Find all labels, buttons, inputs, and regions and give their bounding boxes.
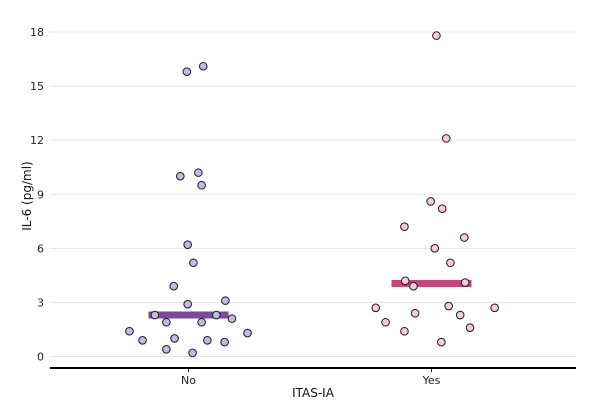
y-tick-label: 15 [30,80,44,93]
data-point [197,180,206,190]
data-point [162,317,171,327]
data-point [465,323,475,332]
y-tick-label: 12 [30,134,44,147]
x-axis-title: ITAS-IA [292,386,335,400]
data-point [444,301,454,311]
data-point [227,314,237,323]
x-axis-ticks: No Yes [181,368,441,387]
data-point [432,31,441,40]
data-point [212,310,221,320]
data-point [243,328,252,338]
data-point [162,344,171,354]
data-point [400,276,410,286]
data-point [460,233,469,242]
data-point [169,281,179,291]
data-point [183,299,192,309]
y-axis-title: IL-6 (pg/ml) [20,161,34,230]
data-point [409,281,418,291]
data-point [400,326,409,336]
data-point [221,296,230,305]
data-point [198,61,208,71]
data-point [176,171,185,181]
data-point [490,303,499,313]
data-point [455,310,465,320]
data-point [446,258,455,268]
data-point [426,197,435,206]
y-tick-label: 0 [37,351,44,364]
data-point [220,337,229,347]
data-point [138,335,147,345]
data-point [437,337,446,347]
y-tick-label: 9 [37,188,44,201]
data-point [194,168,203,177]
y-tick-label: 18 [30,26,44,39]
data-point [430,244,440,253]
data-point [183,240,192,250]
y-tick-label: 6 [37,242,44,255]
y-axis-ticks: 0 3 6 9 12 15 18 [30,26,44,364]
data-point [125,326,134,336]
data-point [170,334,179,343]
data-point [150,310,160,320]
x-tick-label: No [181,374,196,387]
median-bars [148,279,472,319]
data-point [437,204,447,213]
data-point [460,278,470,287]
y-tick-label: 3 [37,296,44,309]
data-points [125,31,499,358]
data-point [381,317,390,327]
grid-lines [50,31,576,357]
data-point [189,258,198,268]
x-tick-label: Yes [422,374,441,387]
data-point [371,303,381,313]
data-point [441,134,451,143]
data-point [197,317,206,327]
data-point [400,222,409,231]
data-point [182,67,192,76]
data-point [410,308,420,318]
data-point [188,348,197,358]
data-point [203,335,212,345]
